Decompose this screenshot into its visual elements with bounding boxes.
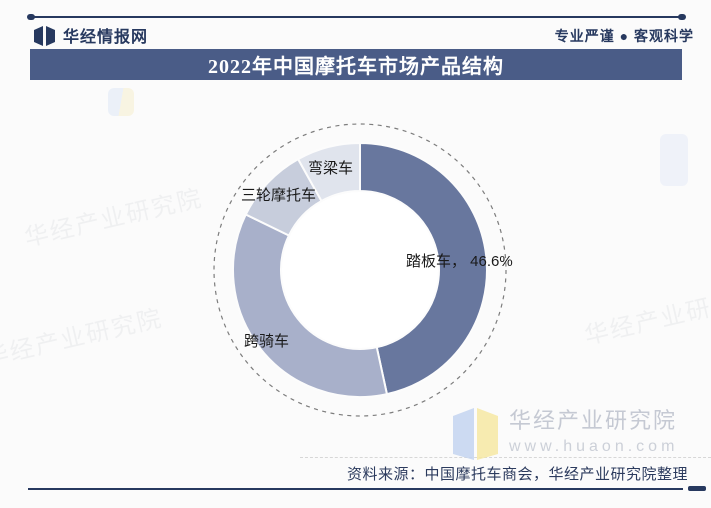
- watermark-name: 华经产业研究院: [509, 408, 678, 433]
- site-watermark-text: 华经产业研究院 www.huaon.com: [509, 406, 678, 462]
- bottom-rule: [28, 488, 683, 490]
- slice-label-three-wheeler: 三轮摩托车: [241, 187, 317, 204]
- background-watermark-text: 华经产业研究院: [0, 304, 166, 373]
- donut-segment-跨骑车: [232, 213, 388, 398]
- page-title: 2022年中国摩托车市场产品结构: [208, 56, 504, 78]
- background-watermark-logo: [108, 88, 134, 116]
- brand-name: 华经情报网: [63, 29, 149, 46]
- brand: 华经情报网: [33, 23, 148, 47]
- top-rule: [30, 16, 682, 18]
- data-source-note: 资料来源：中国摩托车商会，华经产业研究院整理: [346, 466, 688, 483]
- background-watermark-text: 华经产业研究院: [21, 184, 206, 253]
- footer-dotted-rule: [300, 457, 711, 458]
- huaon-logo-icon: [453, 408, 498, 460]
- background-watermark-text: 华经产业研究院: [581, 282, 711, 351]
- bottom-rule-end-dash: [688, 486, 706, 491]
- watermark-url: www.huaon.com: [509, 438, 679, 455]
- top-rule-right-dot: [678, 14, 686, 20]
- title-banner: 2022年中国摩托车市场产品结构: [30, 49, 682, 80]
- site-watermark: 华经产业研究院 www.huaon.com: [453, 406, 678, 462]
- slice-label-scooter: 踏板车， 46.6%: [406, 253, 513, 270]
- huajing-logo-icon: [34, 25, 55, 46]
- background-watermark-logo: [660, 134, 688, 186]
- slice-label-straddle: 跨骑车: [244, 333, 290, 350]
- slice-label-underbone: 弯梁车: [308, 160, 354, 177]
- header-slogan: 专业严谨 ● 客观科学: [554, 28, 694, 44]
